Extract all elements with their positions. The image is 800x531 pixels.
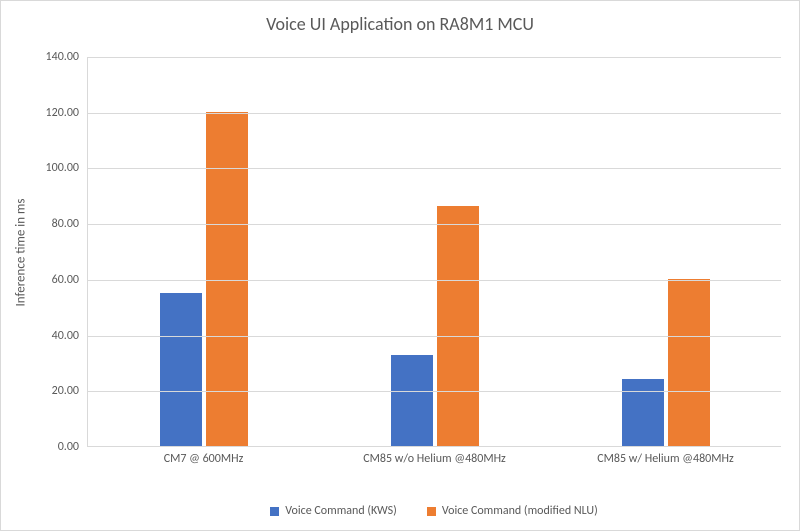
gridline <box>88 224 781 225</box>
y-tick-label: 120.00 <box>19 107 79 119</box>
x-tick-label: CM85 w/ Helium @480MHz <box>550 452 781 466</box>
y-tick-label: 100.00 <box>19 162 79 174</box>
bar-group: CM7 @ 600MHz <box>88 57 319 446</box>
legend-item: Voice Command (modified NLU) <box>427 504 598 518</box>
y-tick-label: 140.00 <box>19 51 79 63</box>
x-tick-label: CM7 @ 600MHz <box>88 452 319 466</box>
legend-label: Voice Command (modified NLU) <box>442 504 598 518</box>
y-tick-label: 0.00 <box>19 441 79 453</box>
y-tick-label: 40.00 <box>19 330 79 342</box>
bar <box>437 206 479 446</box>
gridline <box>88 113 781 114</box>
y-tick-label: 80.00 <box>19 218 79 230</box>
bar <box>668 279 710 446</box>
gridline <box>88 391 781 392</box>
y-axis-label: Inference time in ms <box>14 198 29 306</box>
bar-groups: CM7 @ 600MHzCM85 w/o Helium @480MHzCM85 … <box>88 57 781 446</box>
plot-area: CM7 @ 600MHzCM85 w/o Helium @480MHzCM85 … <box>87 57 781 447</box>
bar <box>391 355 433 446</box>
legend-label: Voice Command (KWS) <box>285 504 397 518</box>
bar-group: CM85 w/ Helium @480MHz <box>550 57 781 446</box>
bar <box>160 293 202 446</box>
y-tick-label: 20.00 <box>19 385 79 397</box>
legend-swatch <box>427 507 436 516</box>
x-tick-label: CM85 w/o Helium @480MHz <box>319 452 550 466</box>
legend-swatch <box>270 507 279 516</box>
chart-frame: Voice UI Application on RA8M1 MCU Infere… <box>0 0 800 531</box>
y-tick-label: 60.00 <box>19 274 79 286</box>
chart-title: Voice UI Application on RA8M1 MCU <box>1 13 799 35</box>
bar-group: CM85 w/o Helium @480MHz <box>319 57 550 446</box>
gridline <box>88 280 781 281</box>
bar <box>622 379 664 446</box>
gridline <box>88 57 781 58</box>
legend-item: Voice Command (KWS) <box>270 504 397 518</box>
gridline <box>88 336 781 337</box>
legend: Voice Command (KWS) Voice Command (modifi… <box>87 504 781 518</box>
gridline <box>88 168 781 169</box>
